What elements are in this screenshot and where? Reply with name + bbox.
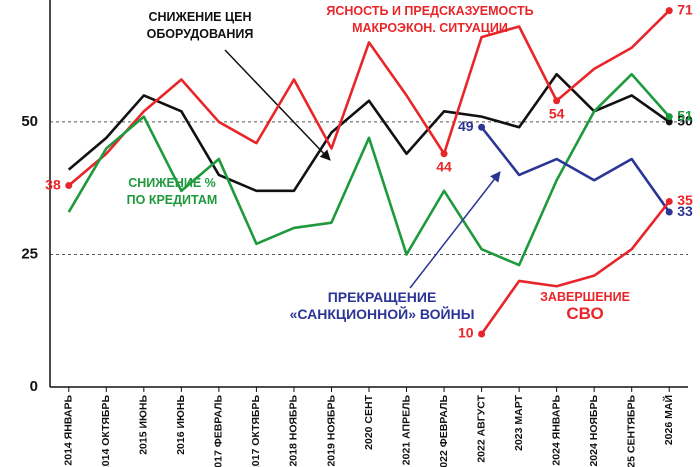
point-marker [553, 97, 561, 105]
series-line [67, 72, 671, 267]
series-label: ЗАВЕРШЕНИЕ СВО [540, 290, 630, 323]
data-label: 54 [549, 105, 565, 121]
point-marker [665, 208, 673, 216]
x-tick-label: 2014 ОКТЯБРЬ [100, 395, 112, 467]
x-tick-label: 2015 ИЮНЬ [138, 395, 150, 455]
data-label: 44 [436, 158, 452, 174]
series-line [480, 126, 671, 213]
series-line [67, 72, 670, 193]
series-label: ЯСНОСТЬ И ПРЕДСКАЗУЕМОСТЬ МАКРОЭКОН. СИТУ… [326, 4, 533, 35]
x-tick-label: 2023 МАРТ [513, 394, 525, 450]
series-label: СНИЖЕНИЕ ЦЕН ОБОРУДОВАНИЯ [147, 10, 254, 41]
data-label: 50 [677, 113, 693, 129]
point-marker [665, 197, 673, 205]
data-label: 49 [458, 118, 474, 134]
x-tick-label: 2019 НОЯБРЬ [325, 395, 337, 467]
x-tick-label: 2026 МАЙ [662, 395, 675, 445]
data-label: 71 [677, 1, 693, 17]
x-tick-label: 2025 СЕНТЯБРЬ [625, 395, 637, 467]
point-marker [665, 7, 673, 15]
x-tick-label: 2022 ФЕВРАЛЬ [438, 395, 450, 467]
x-tick-label: 2017 ФЕВРАЛЬ [213, 395, 225, 467]
data-label: 38 [45, 176, 61, 192]
x-tick-label: 2014 ЯНВАРЬ [63, 395, 75, 466]
series-line [67, 9, 671, 187]
point-marker [665, 118, 673, 126]
point-marker [665, 113, 673, 121]
y-tick-label: 25 [21, 245, 38, 262]
x-tick-label: 2020 СЕНТ [363, 394, 375, 449]
data-label: 33 [677, 203, 693, 219]
x-tick-label: 2024 ЯНВАРЬ [550, 395, 562, 466]
data-label: 35 [677, 192, 693, 208]
y-tick-label: 0 [30, 378, 38, 395]
x-tick-label: 2016 ИЮНЬ [175, 395, 187, 455]
x-tick-label: 2021 АПРЕЛЬ [400, 395, 412, 466]
y-tick-label: 50 [21, 113, 38, 130]
series-label: СНИЖЕНИЕ % ПО КРЕДИТАМ [127, 176, 218, 207]
data-label: 51 [677, 107, 693, 123]
point-marker [65, 182, 73, 190]
x-tick-label: 2024 НОЯБРЬ [588, 395, 600, 467]
x-tick-label: 2018 НОЯБРЬ [288, 395, 300, 467]
series-line [480, 200, 671, 335]
data-label: 10 [458, 325, 474, 341]
series-label: ПРЕКРАЩЕНИЕ «САНКЦИОННОЙ» ВОЙНЫ [290, 289, 475, 322]
point-marker [478, 330, 486, 338]
annotation-arrow [409, 171, 501, 289]
point-marker [440, 150, 448, 158]
point-marker [478, 123, 486, 131]
x-tick-label: 2022 АВГУСТ [475, 394, 487, 462]
x-tick-label: 2017 ОКТЯБРЬ [250, 395, 262, 467]
